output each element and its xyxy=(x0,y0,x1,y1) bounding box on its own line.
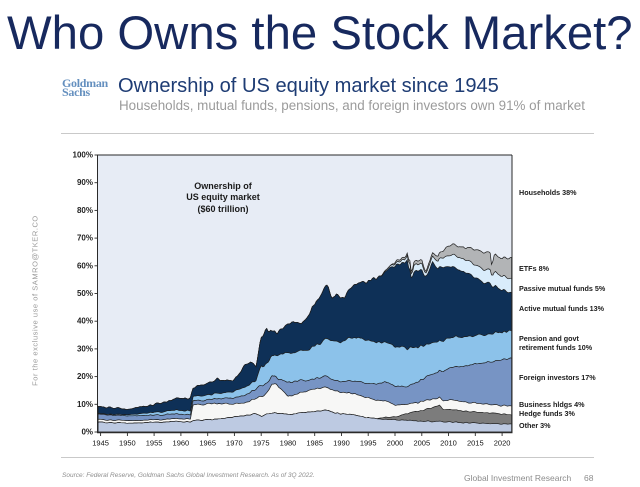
svg-text:70%: 70% xyxy=(77,234,93,243)
svg-text:2015: 2015 xyxy=(467,439,484,448)
svg-text:40%: 40% xyxy=(77,317,93,326)
svg-text:1960: 1960 xyxy=(173,439,190,448)
svg-text:60%: 60% xyxy=(77,261,93,270)
svg-text:1995: 1995 xyxy=(360,439,377,448)
svg-text:10%: 10% xyxy=(77,400,93,409)
svg-text:1980: 1980 xyxy=(280,439,297,448)
svg-text:90%: 90% xyxy=(77,178,93,187)
svg-text:100%: 100% xyxy=(73,151,93,160)
svg-text:1990: 1990 xyxy=(333,439,350,448)
svg-text:1985: 1985 xyxy=(306,439,323,448)
svg-text:2005: 2005 xyxy=(413,439,430,448)
svg-text:2010: 2010 xyxy=(440,439,457,448)
svg-text:50%: 50% xyxy=(77,289,93,298)
svg-text:1950: 1950 xyxy=(119,439,136,448)
svg-text:1955: 1955 xyxy=(146,439,163,448)
svg-text:0%: 0% xyxy=(81,428,93,437)
svg-text:1945: 1945 xyxy=(92,439,109,448)
svg-text:1975: 1975 xyxy=(253,439,270,448)
svg-text:1970: 1970 xyxy=(226,439,243,448)
svg-text:2020: 2020 xyxy=(494,439,511,448)
svg-text:80%: 80% xyxy=(77,206,93,215)
svg-text:30%: 30% xyxy=(77,344,93,353)
svg-text:20%: 20% xyxy=(77,372,93,381)
svg-text:2000: 2000 xyxy=(387,439,404,448)
svg-text:1965: 1965 xyxy=(199,439,216,448)
